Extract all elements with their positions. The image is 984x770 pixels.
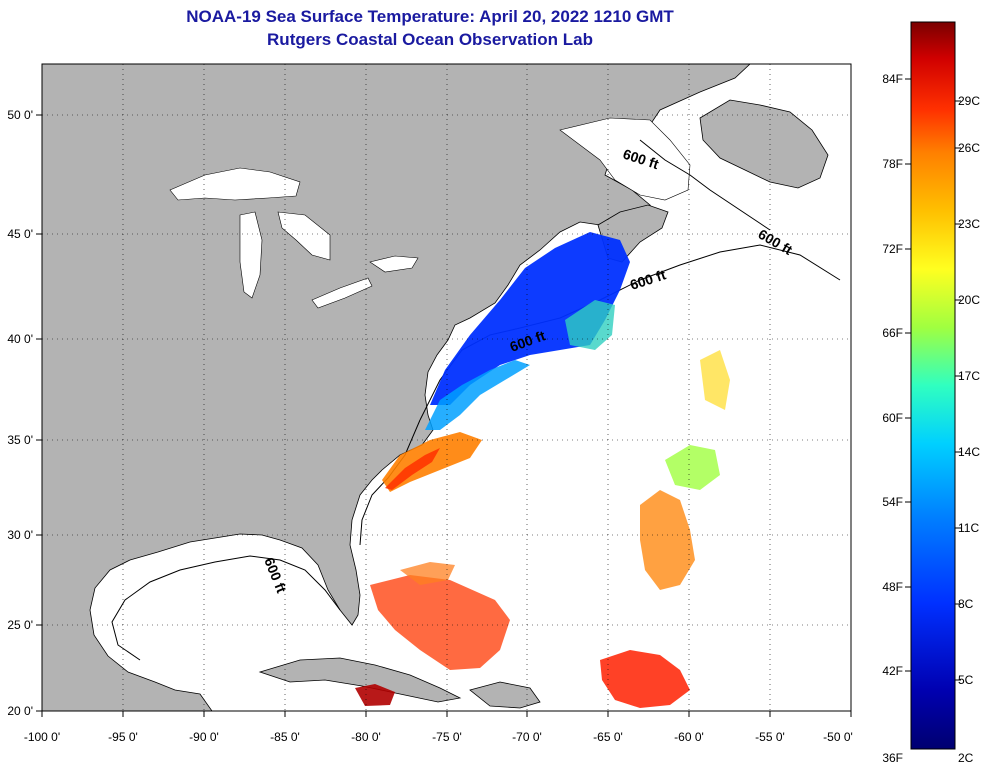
lake-michigan <box>239 211 263 299</box>
lake-superior <box>169 167 301 201</box>
colorbar-c-label: 14C <box>958 445 980 459</box>
colorbar-c-label: 20C <box>958 293 980 307</box>
colorbar-c-label: 5C <box>958 673 974 687</box>
x-tick-label: -55 0' <box>755 730 785 744</box>
gulf-st-lawrence <box>559 117 691 201</box>
colorbar-f-label: 66F <box>882 326 903 340</box>
sst-offshore-yellow <box>700 350 730 410</box>
colorbar-ticks <box>905 78 961 681</box>
colorbar-f-label: 72F <box>882 242 903 256</box>
lake-huron <box>277 211 331 261</box>
map-subtitle: Rutgers Coastal Ocean Observation Lab <box>267 30 593 49</box>
colorbar-f-label: 48F <box>882 580 903 594</box>
sst-shelf-teal <box>565 300 615 350</box>
x-tick-label: -50 0' <box>823 730 853 744</box>
x-tick-label: -100 0' <box>24 730 60 744</box>
x-tick-label: -60 0' <box>674 730 704 744</box>
sst-gulf-stream-core <box>385 448 440 490</box>
y-tick-label: 20 0' <box>7 704 33 718</box>
sst-bahamas <box>370 575 510 670</box>
sst-offshore-green <box>665 445 720 490</box>
colorbar-c-label: 26C <box>958 141 980 155</box>
colorbar-c-label: 8C <box>958 597 974 611</box>
lake-ontario <box>369 255 419 273</box>
tick-marks <box>36 114 852 717</box>
land-newfoundland <box>699 99 829 189</box>
colorbar-f-label: 78F <box>882 157 903 171</box>
x-tick-label: -85 0' <box>270 730 300 744</box>
y-tick-label: 45 0' <box>7 227 33 241</box>
colorbar <box>910 21 956 750</box>
x-tick-label: -75 0' <box>432 730 462 744</box>
colorbar-f-label: 84F <box>882 72 903 86</box>
colorbar-c-label: 29C <box>958 94 980 108</box>
colorbar-f-label: 60F <box>882 411 903 425</box>
shelf-contour-labrador <box>639 139 771 231</box>
land-cuba <box>258 657 462 703</box>
x-tick-label: -95 0' <box>108 730 138 744</box>
sst-cool-region <box>425 360 530 430</box>
map-title: NOAA-19 Sea Surface Temperature: April 2… <box>186 7 674 26</box>
x-tick-label: -80 0' <box>351 730 381 744</box>
land-hispaniola <box>469 681 541 709</box>
lake-erie <box>311 277 373 309</box>
sst-caribbean-south <box>600 650 690 708</box>
colorbar-c-label: 23C <box>958 217 980 231</box>
shelf-contour-southeast <box>359 419 421 546</box>
x-tick-label: -70 0' <box>512 730 542 744</box>
colorbar-f-label: 54F <box>882 495 903 509</box>
y-tick-label: 30 0' <box>7 528 33 542</box>
sst-cold-region <box>430 232 630 405</box>
shelf-contour-gulf <box>111 555 341 661</box>
y-tick-label: 50 0' <box>7 108 33 122</box>
y-tick-label: 40 0' <box>7 332 33 346</box>
colorbar-c-label: 2C <box>958 751 974 765</box>
colorbar-f-label: 42F <box>882 664 903 678</box>
y-tick-label: 35 0' <box>7 433 33 447</box>
sst-caribbean-dark <box>355 684 395 706</box>
colorbar-f-label: 36F <box>882 751 903 765</box>
sst-southeast-orange <box>400 562 455 585</box>
colorbar-c-label: 11C <box>958 521 979 535</box>
sst-offshore-east <box>640 490 695 590</box>
x-tick-label: -65 0' <box>593 730 623 744</box>
y-tick-label: 25 0' <box>7 618 33 632</box>
colorbar-c-label: 17C <box>958 369 980 383</box>
x-tick-label: -90 0' <box>189 730 219 744</box>
